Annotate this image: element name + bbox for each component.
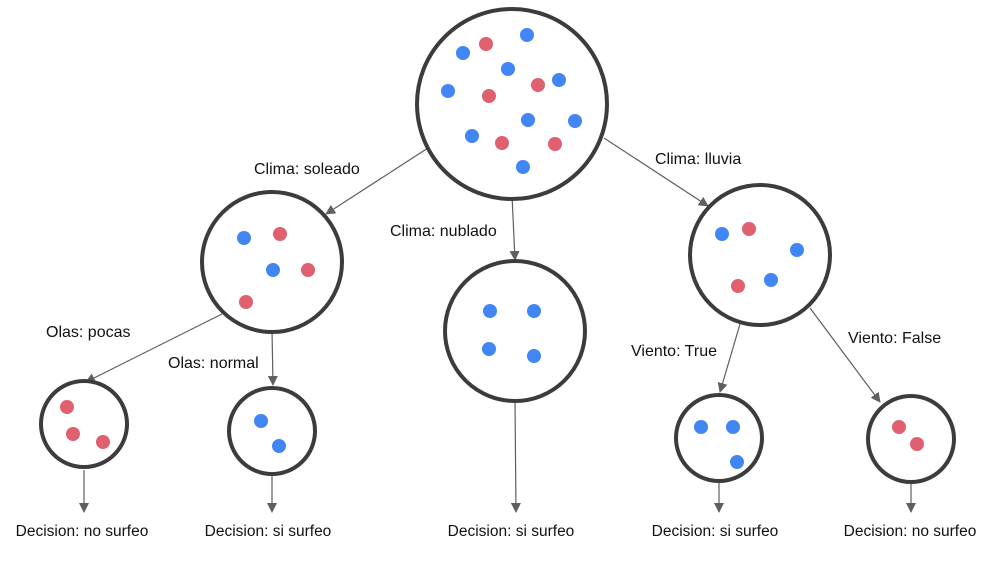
blue-dot — [237, 231, 251, 245]
decisions: Decision: no surfeo Decision: si surfeo … — [16, 523, 977, 540]
node-soleado-circle — [200, 190, 344, 334]
red-dot — [742, 222, 756, 236]
blue-dot — [527, 304, 541, 318]
node-false-circle — [866, 394, 956, 484]
node-true-dots — [694, 420, 744, 469]
edge-label-viento-false: Viento: False — [848, 330, 941, 347]
blue-dot — [482, 342, 496, 356]
edges — [79, 137, 916, 513]
red-dot — [495, 136, 509, 150]
node-normal — [227, 386, 317, 476]
red-dot — [479, 37, 493, 51]
red-dot — [239, 295, 253, 309]
edge-label-clima-soleado: Clima: soleado — [254, 161, 360, 178]
blue-dot — [483, 304, 497, 318]
red-dot — [60, 400, 74, 414]
edge-lluvia-true — [717, 323, 741, 393]
edge-label-clima-lluvia: Clima: lluvia — [655, 151, 741, 168]
decision-pocas: Decision: no surfeo — [16, 523, 149, 540]
blue-dot — [694, 420, 708, 434]
red-dot — [301, 263, 315, 277]
red-dot — [548, 137, 562, 151]
blue-dot — [568, 114, 582, 128]
node-normal-circle — [227, 386, 317, 476]
node-nublado-circle — [443, 259, 587, 403]
decision-nublado: Decision: si surfeo — [448, 523, 575, 540]
blue-dot — [516, 160, 530, 174]
edge-lluvia-false — [809, 307, 881, 403]
blue-dot — [520, 28, 534, 42]
blue-dot — [266, 263, 280, 277]
node-false-dots — [892, 420, 924, 451]
edge-label-olas-normal: Olas: normal — [168, 355, 259, 372]
node-pocas — [39, 379, 129, 469]
node-nublado-dots — [482, 304, 541, 363]
edge-root-soleado — [325, 147, 429, 215]
blue-dot — [726, 420, 740, 434]
blue-dot — [527, 349, 541, 363]
node-root-dots — [441, 28, 582, 174]
node-true-circle — [674, 393, 764, 483]
node-pocas-circle — [39, 379, 129, 469]
blue-dot — [730, 455, 744, 469]
blue-dot — [465, 129, 479, 143]
node-root-circle — [415, 7, 609, 201]
edge-labels: Clima: soleado Clima: nublado Clima: llu… — [46, 151, 941, 372]
node-nublado — [443, 259, 587, 403]
edge-soleado-pocas — [85, 313, 223, 383]
red-dot — [482, 89, 496, 103]
blue-dot — [790, 243, 804, 257]
edge-label-clima-nublado: Clima: nublado — [390, 223, 497, 240]
blue-dot — [501, 62, 515, 76]
edge-root-lluvia — [603, 137, 709, 207]
edge-root-nublado — [509, 194, 520, 261]
node-lluvia-circle — [688, 183, 832, 327]
red-dot — [892, 420, 906, 434]
edge-nublado-decision — [510, 400, 521, 513]
node-soleado-dots — [237, 227, 315, 309]
blue-dot — [272, 439, 286, 453]
decision-normal: Decision: si surfeo — [205, 523, 332, 540]
blue-dot — [552, 73, 566, 87]
red-dot — [66, 427, 80, 441]
red-dot — [910, 437, 924, 451]
edge-label-olas-pocas: Olas: pocas — [46, 324, 130, 341]
node-lluvia — [688, 183, 832, 327]
decision-false: Decision: no surfeo — [844, 523, 977, 540]
blue-dot — [764, 273, 778, 287]
node-true — [674, 393, 764, 483]
red-dot — [531, 78, 545, 92]
node-false — [866, 394, 956, 484]
node-soleado — [200, 190, 344, 334]
edge-soleado-normal — [267, 329, 278, 386]
node-lluvia-dots — [715, 222, 804, 293]
red-dot — [96, 435, 110, 449]
node-root — [415, 7, 609, 201]
blue-dot — [715, 227, 729, 241]
edge-label-viento-true: Viento: True — [631, 343, 717, 360]
blue-dot — [441, 84, 455, 98]
red-dot — [731, 279, 745, 293]
red-dot — [273, 227, 287, 241]
blue-dot — [254, 414, 268, 428]
decision-true: Decision: si surfeo — [652, 523, 779, 540]
node-normal-dots — [254, 414, 286, 453]
blue-dot — [456, 46, 470, 60]
node-pocas-dots — [60, 400, 110, 449]
blue-dot — [521, 113, 535, 127]
